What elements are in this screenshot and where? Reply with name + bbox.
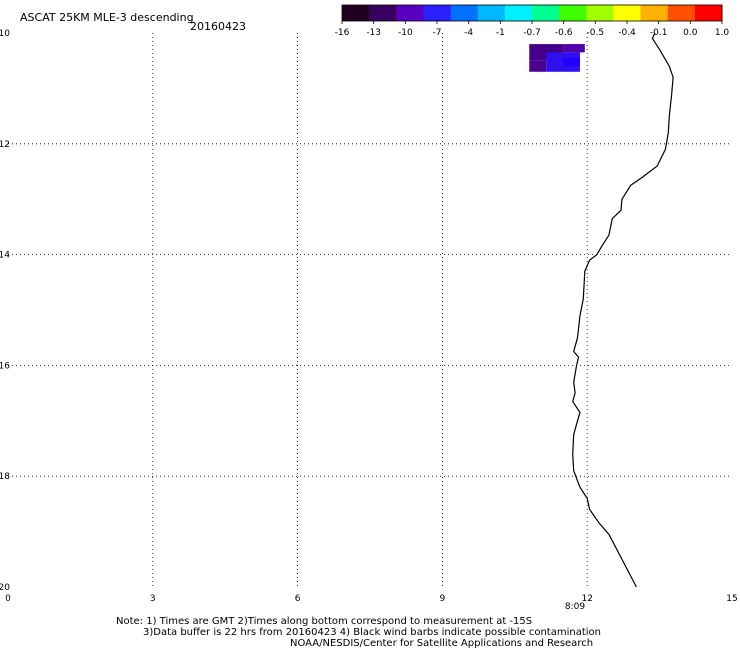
x-tick-label: 15: [726, 594, 737, 604]
colorbar-tick-label: -0.7: [523, 28, 541, 38]
colorbar-tick-label: -0.4: [618, 28, 636, 38]
colorbar-tick-label: 1.0: [715, 28, 730, 38]
colorbar-tick-label: -16: [335, 28, 350, 38]
pass-time-label: 8:09: [565, 602, 585, 612]
colorbar-swatch: [559, 5, 587, 21]
colorbar-swatch: [396, 5, 424, 21]
colorbar-tick-label: -13: [366, 28, 381, 38]
swath-cell: [563, 44, 585, 53]
colorbar-swatch: [504, 5, 533, 21]
colorbar-tick-label: -1: [496, 28, 505, 38]
y-tick-label: -14: [0, 251, 10, 261]
colorbar-tick-label: -4: [464, 28, 473, 38]
colorbar-tick-label: -0.5: [587, 28, 605, 38]
coastline: [572, 32, 674, 588]
x-tick-label: 0: [5, 594, 11, 604]
map-axes: 0 3 6 9 12 15 -10 -12 -14 -16 -18 -20: [0, 29, 738, 604]
x-tick-label: 6: [295, 594, 301, 604]
colorbar-swatch: [532, 5, 560, 21]
colorbar-swatch: [586, 5, 614, 21]
colorbar-swatch: [423, 5, 452, 21]
y-tick-label: -18: [0, 472, 10, 482]
swath-cell: [563, 57, 580, 67]
wind-swath: [529, 44, 585, 72]
note-line-1: Note: 1) Times are GMT 2)Times along bot…: [116, 616, 533, 627]
colorbar-swatch: [667, 5, 696, 21]
colorbar-tick-label: -0.1: [650, 28, 668, 38]
lat-lon-grid: [8, 33, 732, 587]
colorbar-tick-label: 0.0: [683, 28, 698, 38]
colorbar-swatch: [369, 5, 397, 21]
colorbar-swatch: [477, 5, 506, 21]
y-tick-label: -12: [0, 140, 10, 150]
colorbar-swatch: [613, 5, 642, 21]
colorbar-swatch: [640, 5, 669, 21]
colorbar-tick-label: -10: [398, 28, 413, 38]
colorbar: -16 -13 -10 -7 -4 -1 -0.7 -0.6 -0.5 -0.4 -0.1 0.0 1.…: [335, 4, 730, 38]
note-line-3: NOAA/NESDIS/Center for Satellite Applica…: [290, 638, 594, 649]
colorbar-swatch: [450, 5, 479, 21]
x-tick-label: 9: [440, 594, 446, 604]
y-tick-label: -16: [0, 361, 10, 371]
swath-cell: [529, 60, 547, 72]
map-date: 20160423: [190, 20, 246, 33]
x-tick-label: 3: [150, 594, 156, 604]
note-line-2: 3)Data buffer is 22 hrs from 20160423 4)…: [143, 627, 601, 638]
coastline-path: [572, 32, 674, 588]
colorbar-tick-label: -0.6: [555, 28, 573, 38]
y-tick-label: -10: [0, 29, 10, 39]
map-title: ASCAT 25KM MLE-3 descending: [20, 11, 194, 24]
colorbar-swatch: [342, 5, 370, 21]
colorbar-swatch: [694, 5, 723, 21]
y-tick-label: -20: [0, 583, 10, 593]
x-tick-label: 12: [581, 594, 592, 604]
colorbar-tick-label: -7: [433, 28, 442, 38]
